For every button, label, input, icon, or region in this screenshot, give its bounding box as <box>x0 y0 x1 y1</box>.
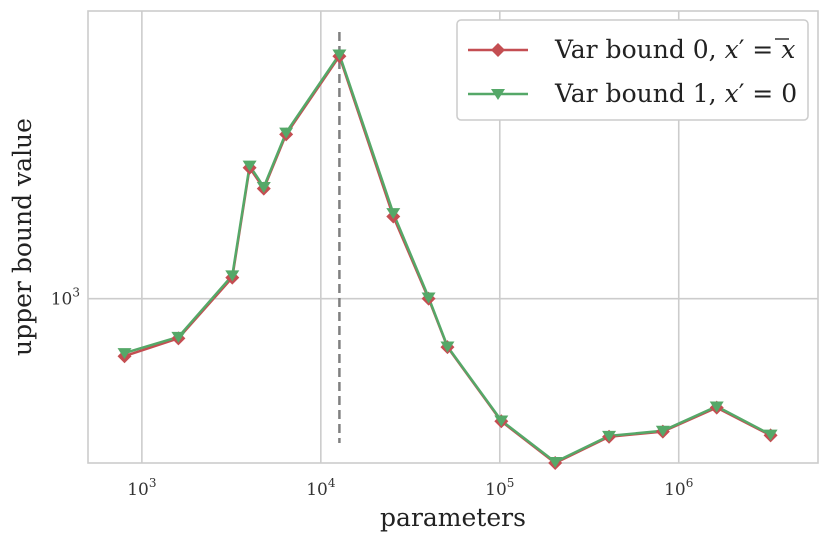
data-point-1 <box>242 160 257 172</box>
legend: Var bound 0, x′ = x Var bound 1, x′ = 0 <box>456 19 809 121</box>
data-point-1 <box>548 457 563 469</box>
data-point-1 <box>171 331 186 343</box>
y-axis-label: upper bound value <box>8 118 37 356</box>
data-point-1 <box>386 208 401 220</box>
tick-labels: 103 104 105 106 103 <box>51 286 694 500</box>
data-point-1 <box>602 430 617 442</box>
x-tick-label: 104 <box>306 476 336 500</box>
legend-marker-0 <box>491 43 505 57</box>
legend-entry-1: Var bound 1, x′ = 0 <box>468 79 797 108</box>
data-point-1 <box>494 415 509 427</box>
legend-label-0: Var bound 0, x′ = x <box>554 35 795 64</box>
legend-entry-0: Var bound 0, x′ = x <box>468 35 795 64</box>
data-point-1 <box>332 49 347 61</box>
x-tick-label: 103 <box>127 476 156 500</box>
data-point-1 <box>225 270 240 282</box>
x-axis-label: parameters <box>380 503 526 532</box>
data-point-1 <box>256 182 271 194</box>
data-point-1 <box>655 425 670 437</box>
data-point-1 <box>421 292 436 304</box>
data-point-1 <box>279 127 294 139</box>
legend-label-1: Var bound 1, x′ = 0 <box>554 79 797 108</box>
legend-marker-1 <box>491 89 505 100</box>
legend-box <box>456 19 809 121</box>
data-point-1 <box>117 348 132 360</box>
data-point-1 <box>709 401 724 413</box>
data-point-1 <box>440 341 455 353</box>
series-group <box>117 49 778 470</box>
x-tick-label: 105 <box>485 476 514 500</box>
y-tick-label: 103 <box>51 286 80 310</box>
data-point-1 <box>763 429 778 441</box>
series-line-1 <box>124 53 772 464</box>
x-tick-label: 106 <box>664 476 693 500</box>
plot-frame <box>87 10 819 464</box>
